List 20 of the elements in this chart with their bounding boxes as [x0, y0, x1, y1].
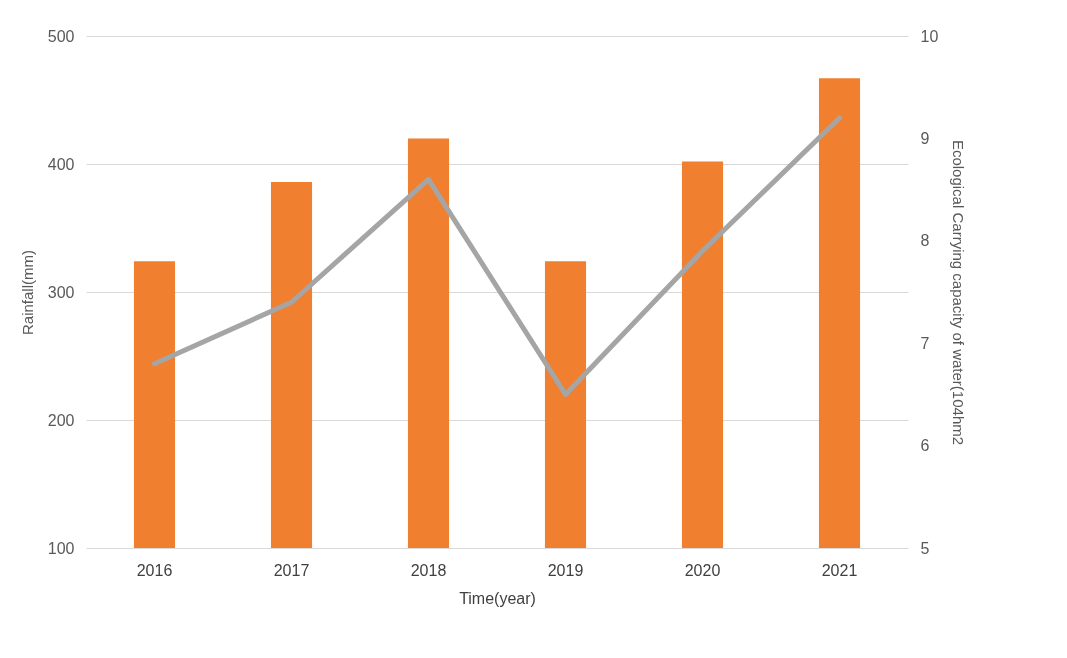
- x-tick-label: 2017: [273, 561, 310, 579]
- y-axis-title: Rainfall(mm): [18, 249, 36, 336]
- y-tick-label: 300: [47, 283, 75, 301]
- y-tick-label: 400: [47, 155, 75, 173]
- y2-tick-label: 10: [920, 27, 939, 45]
- x-axis-title: Time(year): [459, 589, 536, 607]
- x-tick-label: 2021: [821, 561, 858, 579]
- y2-tick-label: 6: [920, 437, 930, 455]
- y2-tick-label: 8: [920, 232, 930, 250]
- x-tick-label: 2016: [136, 561, 173, 579]
- y-tick-label: 100: [47, 539, 75, 557]
- y2-tick-label: 7: [920, 334, 930, 352]
- x-tick-label: 2019: [547, 561, 584, 579]
- y-tick-label: 500: [47, 27, 75, 45]
- y2-axis-title: Ecological Carrying capacity of water(104hm2: [950, 139, 968, 446]
- y-tick-label: 200: [47, 411, 75, 429]
- x-tick-label: 2020: [684, 561, 721, 579]
- y2-tick-label: 5: [920, 539, 930, 557]
- y2-tick-label: 9: [920, 129, 930, 147]
- x-tick-label: 2018: [410, 561, 447, 579]
